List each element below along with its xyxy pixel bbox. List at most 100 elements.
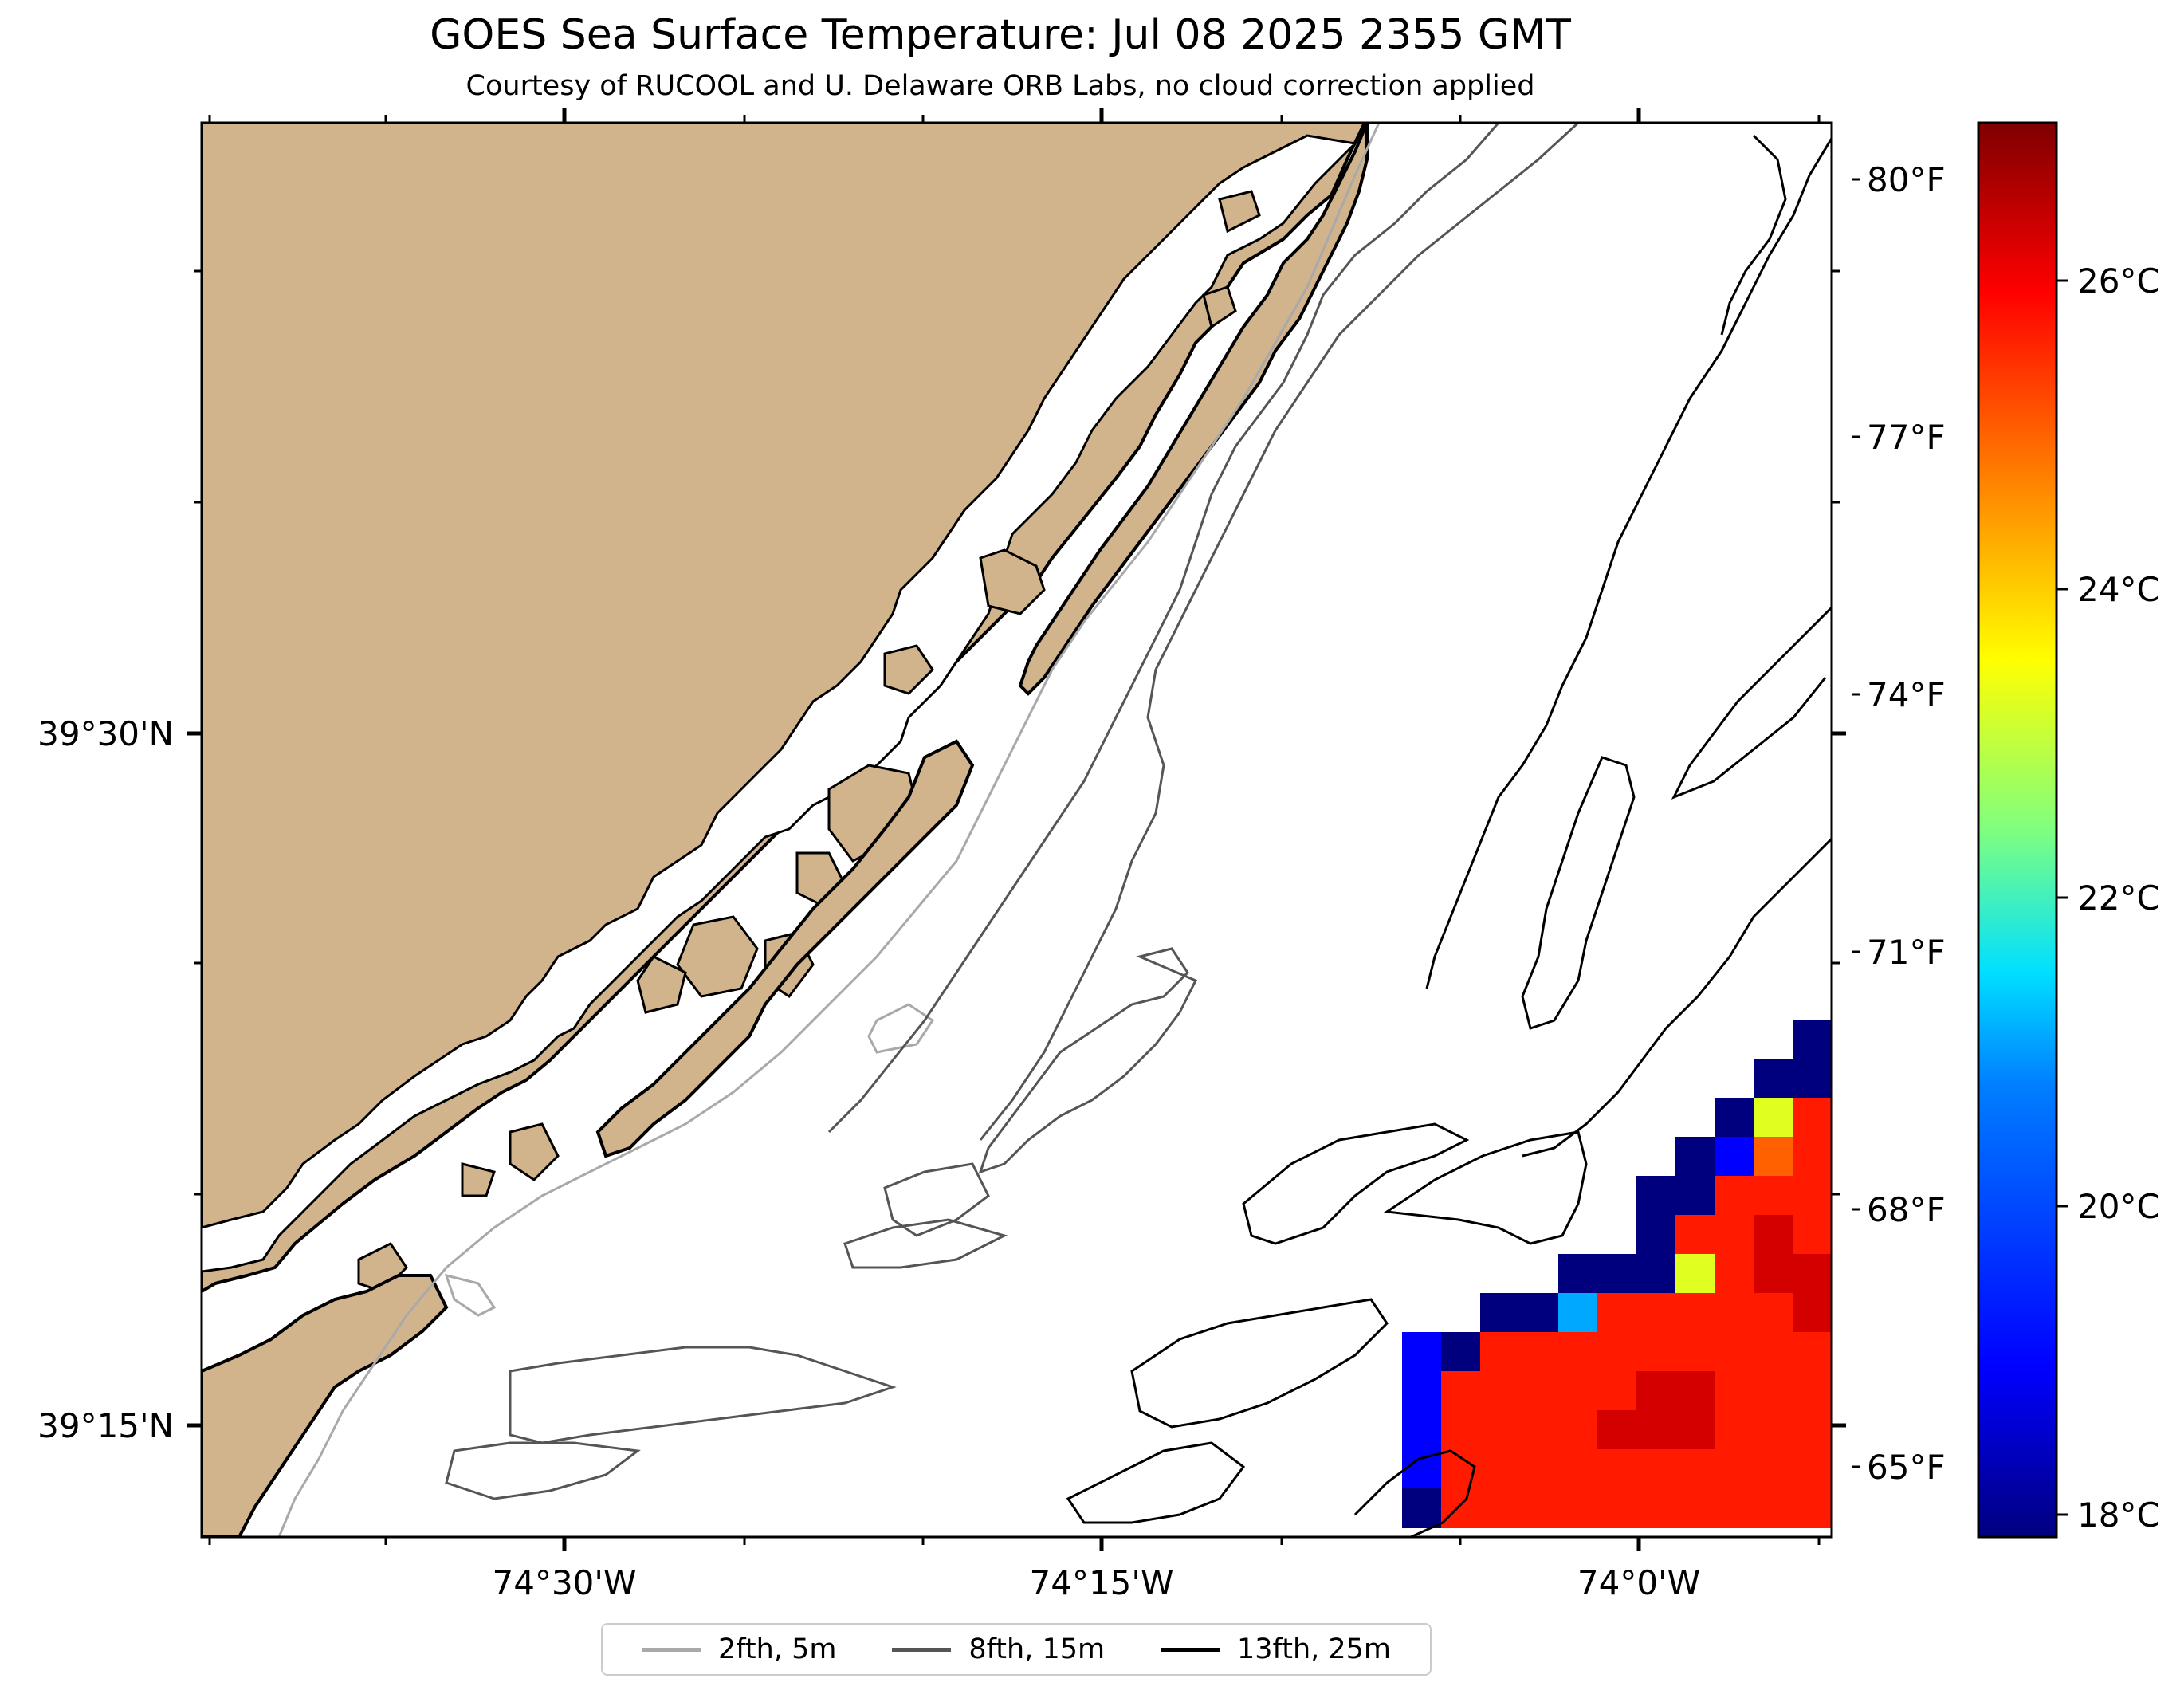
sst-pixel-grid (1402, 1020, 1832, 1528)
contour-13fth (1130, 1298, 1389, 1429)
c-tick-label: 26°C (2077, 261, 2160, 301)
sst-pixel (1793, 1059, 1832, 1099)
sst-pixel (1675, 1176, 1715, 1216)
contour-8fth (843, 1218, 1008, 1269)
sst-pixel (1519, 1410, 1559, 1450)
sst-pixel (1441, 1332, 1481, 1372)
sst-pixel (1519, 1449, 1559, 1489)
sst-pixel (1597, 1488, 1637, 1528)
sst-pixel (1675, 1449, 1715, 1489)
sst-pixel (1715, 1215, 1754, 1255)
sst-pixel (1558, 1371, 1598, 1411)
sst-pixel (1754, 1488, 1793, 1528)
c-tick-label: 20°C (2077, 1187, 2160, 1226)
contour-8fth (979, 123, 1580, 1141)
f-tick-label: 80°F (1867, 160, 1946, 199)
contour-8fth (883, 1162, 990, 1237)
contour-13fth (1720, 134, 1787, 336)
marsh-island (676, 915, 759, 998)
marsh-island (1218, 190, 1261, 234)
sst-pixel (1636, 1332, 1676, 1372)
sst-pixel (1636, 1371, 1676, 1411)
sst-pixel (1675, 1488, 1715, 1528)
sst-pixel (1597, 1449, 1637, 1489)
y-tick-label: 39°30'N (37, 714, 174, 753)
sst-pixel (1558, 1332, 1598, 1372)
map-frame (200, 121, 1833, 1539)
legend-label: 8fth, 15m (968, 1633, 1106, 1665)
sst-pixel (1715, 1098, 1754, 1138)
sst-pixel (1636, 1410, 1676, 1450)
sst-pixel (1402, 1488, 1442, 1528)
sst-pixel (1754, 1371, 1793, 1411)
sst-pixel (1402, 1332, 1442, 1372)
sst-pixel (1558, 1293, 1598, 1333)
contour-8fth (827, 123, 1500, 1134)
sst-pixel (1715, 1410, 1754, 1450)
sst-pixel (1715, 1332, 1754, 1372)
sst-pixel (1558, 1488, 1598, 1528)
sst-pixel (1636, 1449, 1676, 1489)
f-tick-label: 68°F (1867, 1190, 1946, 1229)
sst-pixel (1793, 1293, 1832, 1333)
contour-13fth (1353, 1449, 1476, 1537)
contour-13fth (1671, 605, 1832, 800)
sst-pixel (1754, 1137, 1793, 1177)
colorbar (1977, 121, 2058, 1539)
sst-pixel (1441, 1488, 1481, 1528)
sst-pixel (1558, 1254, 1598, 1294)
sst-pixel (1754, 1293, 1793, 1333)
f-tick-label: 74°F (1867, 675, 1946, 714)
sst-pixel (1793, 1098, 1832, 1138)
sst-pixel (1793, 1176, 1832, 1216)
contour-13fth (1383, 1130, 1588, 1245)
sst-pixel (1715, 1293, 1754, 1333)
sst-pixel (1636, 1215, 1676, 1255)
sst-pixel (1480, 1488, 1520, 1528)
sst-pixel (1793, 1254, 1832, 1294)
legend-line-2fth (641, 1647, 701, 1652)
sst-pixel (1754, 1410, 1793, 1450)
sst-pixel (1675, 1293, 1715, 1333)
legend-item: 8fth, 15m (892, 1633, 1105, 1665)
sst-pixel (1675, 1254, 1715, 1294)
land-south (202, 1274, 449, 1537)
sst-pixel (1675, 1332, 1715, 1372)
sst-pixel (1597, 1332, 1637, 1372)
sst-pixel (1715, 1371, 1754, 1411)
sst-pixel (1793, 1449, 1832, 1489)
sst-pixel (1793, 1332, 1832, 1372)
sst-pixel (1715, 1176, 1754, 1216)
sst-pixel (1793, 1215, 1832, 1255)
barrier-island-south (595, 739, 975, 1158)
sst-pixel (1793, 1488, 1832, 1528)
sst-pixel (1558, 1449, 1598, 1489)
sst-pixel (1754, 1098, 1793, 1138)
sst-pixel (1715, 1137, 1754, 1177)
sst-pixel (1480, 1371, 1520, 1411)
c-tick-label: 22°C (2077, 878, 2160, 918)
sst-pixel (1597, 1410, 1637, 1450)
sst-pixel (1754, 1254, 1793, 1294)
legend-item: 2fth, 5m (641, 1633, 836, 1665)
sst-pixel (1793, 1137, 1832, 1177)
sst-pixel (1793, 1020, 1832, 1059)
map-title: GOES Sea Surface Temperature: Jul 08 202… (430, 11, 1571, 59)
sst-pixel (1754, 1059, 1793, 1099)
barrier-island (1018, 123, 1369, 696)
sst-pixel (1519, 1371, 1559, 1411)
sst-pixel (1597, 1293, 1637, 1333)
contour-13fth (1521, 756, 1636, 1030)
sst-pixel (1597, 1254, 1637, 1294)
sst-pixel (1675, 1215, 1715, 1255)
marsh-island (1202, 285, 1237, 329)
contour-13fth (1425, 136, 1832, 989)
sst-pixel (1715, 1449, 1754, 1489)
map-subtitle: Courtesy of RUCOOL and U. Delaware ORB L… (465, 70, 1535, 102)
sst-pixel (1402, 1410, 1442, 1450)
contour-8fth (509, 1346, 897, 1444)
sst-pixel (1636, 1488, 1676, 1528)
sst-pixel (1480, 1332, 1520, 1372)
sst-pixel (1519, 1293, 1559, 1333)
